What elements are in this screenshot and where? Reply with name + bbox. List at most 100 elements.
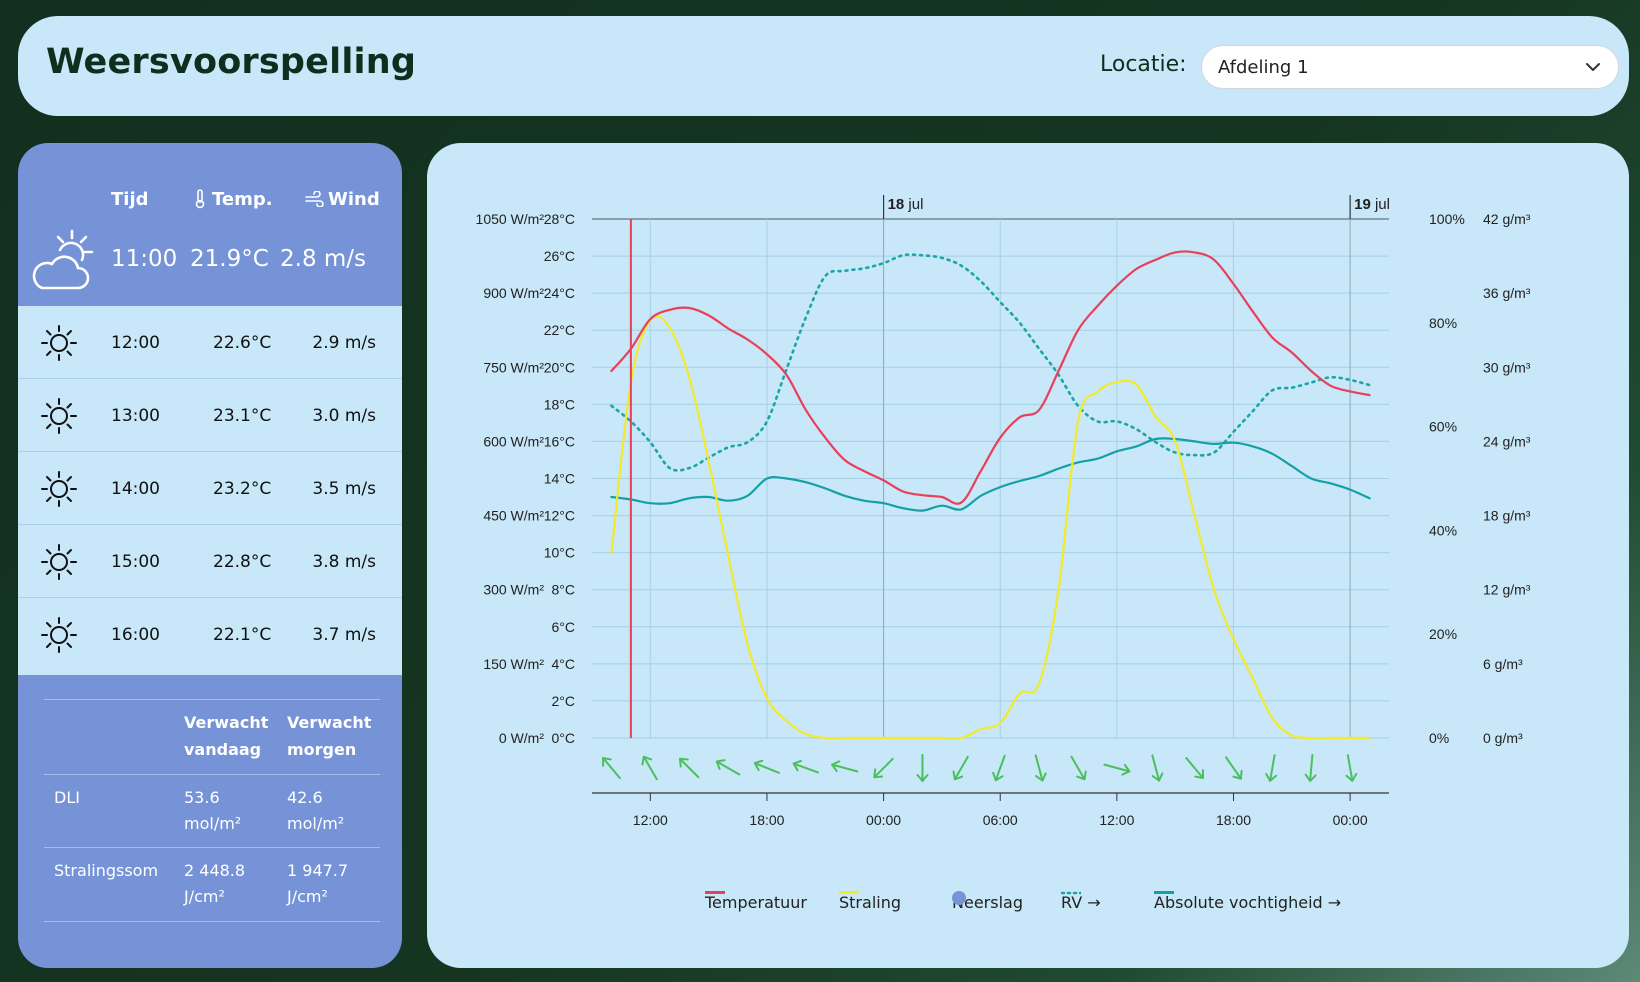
wind-arrow-shaft [953, 755, 969, 781]
weather-chart-card: 18 jul 19 jul 0 W/m² 150 W/m² 300 W/m² 450 W/… [427, 143, 1629, 968]
y-tick-abs-humidity: 12 g/m³ [1483, 582, 1531, 598]
y-tick-radiation: 450 W/m² [483, 508, 544, 524]
wind-arrow-shaft [602, 757, 621, 779]
wind-arrow [952, 755, 969, 781]
current-wind: 2.8 m/s [280, 246, 367, 272]
y-tick-temperature: 20°C [544, 359, 575, 375]
col-header-time: Tijd [111, 189, 149, 210]
legend-item-temperature[interactable]: Temperatuur [705, 891, 807, 915]
forecast-time: 14:00 [111, 479, 160, 499]
sun-icon [41, 544, 77, 580]
legend-item-precipitation[interactable]: Neerslag [952, 891, 1023, 915]
header-bar: Weersvoorspelling Locatie: Afdeling 1 [18, 16, 1629, 116]
y-tick-temperature: 2°C [552, 693, 576, 709]
forecast-time: 13:00 [111, 406, 160, 426]
wind-arrow [1265, 754, 1278, 782]
y-tick-radiation: 600 W/m² [483, 433, 544, 449]
wind-arrow-shaft [715, 760, 741, 776]
y-tick-temperature: 28°C [544, 211, 575, 227]
wind-arrow [715, 759, 741, 776]
wind-arrow-shaft [1346, 754, 1354, 782]
wind-arrow-head [952, 770, 964, 781]
legend-label: Absolute vochtigheid → [1154, 893, 1342, 912]
legend-item-radiation[interactable]: Straling [839, 891, 901, 915]
forecast-list: 12:00 22.6°C 2.9 m/s 13:00 23.1°C 3.0 m/… [18, 306, 402, 675]
legend-label: RV → [1061, 893, 1101, 912]
y-tick-rh: 40% [1429, 522, 1457, 538]
y-tick-temperature: 10°C [544, 545, 575, 561]
y-tick-rh: 20% [1429, 626, 1457, 642]
legend-swatch-dot [952, 891, 966, 905]
wind-arrow [1151, 754, 1164, 782]
series-line-radiation [610, 315, 1371, 740]
sun-icon [41, 398, 77, 434]
col-header-wind: Wind [328, 189, 380, 210]
wind-arrow-shaft [831, 763, 859, 773]
wind-arrow-head [1304, 773, 1317, 782]
divider [44, 921, 380, 922]
location-select[interactable]: Afdeling 1 [1201, 45, 1619, 89]
wind-arrow-shaft [679, 757, 700, 779]
forecast-wind: 3.5 m/s [312, 479, 376, 499]
date-marker-label: 19 jul [1354, 196, 1390, 213]
stats-radsum-tomorrow: 1 947.7 J/cm² [287, 858, 348, 910]
y-tick-temperature: 6°C [552, 619, 576, 635]
partly-cloudy-icon [32, 229, 94, 290]
y-tick-rh: 0% [1429, 730, 1449, 746]
y-tick-abs-humidity: 18 g/m³ [1483, 508, 1531, 524]
legend-item-abs-humidity[interactable]: Absolute vochtigheid → [1154, 891, 1341, 915]
wind-arrow [679, 757, 700, 779]
wind-arrow-shaft [1103, 763, 1131, 773]
stats-header-tomorrow-line2: morgen [287, 740, 357, 759]
stats-label-radiation-sum: Stralingssom [54, 861, 159, 880]
y-tick-temperature: 16°C [544, 433, 575, 449]
legend-label: Straling [839, 893, 901, 912]
wind-arrow-shaft [1185, 757, 1204, 779]
forecast-temp: 22.8°C [213, 552, 272, 572]
y-tick-temperature: 18°C [544, 396, 575, 412]
stats-header-today: Verwacht vandaag [184, 709, 268, 763]
forecast-row: 14:00 23.2°C 3.5 m/s [18, 452, 402, 525]
stats-label-dli: DLI [54, 788, 80, 807]
forecast-row: 13:00 23.1°C 3.0 m/s [18, 379, 402, 452]
wind-arrow [1304, 754, 1317, 782]
weather-chart[interactable]: 18 jul 19 jul 0 W/m² 150 W/m² 300 W/m² 450 W/… [427, 143, 1629, 888]
stats-header-tomorrow: Verwacht morgen [287, 709, 371, 763]
wind-arrow-shaft [753, 762, 781, 774]
x-tick-label: 00:00 [1333, 812, 1368, 828]
wind-arrow-shaft [1269, 754, 1276, 782]
stats-dli-tomorrow-value: 42.6 [287, 788, 323, 807]
y-tick-radiation: 150 W/m² [483, 656, 544, 672]
x-tick-label: 12:00 [1099, 812, 1134, 828]
col-header-temp: Temp. [212, 189, 273, 210]
x-tick-label: 18:00 [749, 812, 784, 828]
wind-arrow [1103, 763, 1131, 776]
forecast-time: 12:00 [111, 333, 160, 353]
stats-dli-today-unit: mol/m² [184, 814, 242, 833]
stats-radsum-today-value: 2 448.8 [184, 861, 246, 880]
wind-arrow [753, 759, 781, 774]
forecast-row: 15:00 22.8°C 3.8 m/s [18, 525, 402, 598]
y-tick-temperature: 14°C [544, 471, 575, 487]
sun-icon [41, 325, 77, 361]
location-select-value: Afdeling 1 [1218, 57, 1309, 78]
stats-dli-today-value: 53.6 [184, 788, 220, 807]
legend-swatch-line [839, 891, 859, 894]
stats-radsum-tomorrow-unit: J/cm² [287, 887, 328, 906]
forecast-wind: 2.9 m/s [312, 333, 376, 353]
x-tick-label: 18:00 [1216, 812, 1251, 828]
series-line-abs [610, 437, 1371, 512]
wind-icon [305, 191, 324, 207]
forecast-row: 16:00 22.1°C 3.7 m/s [18, 598, 402, 671]
stats-radsum-tomorrow-value: 1 947.7 [287, 861, 349, 880]
wind-arrow [1070, 755, 1087, 781]
x-tick-label: 12:00 [633, 812, 668, 828]
wind-arrow-head [1035, 772, 1047, 782]
wind-arrow-shaft [873, 757, 894, 779]
wind-arrow-head [1151, 772, 1164, 782]
wind-arrow-head [1194, 769, 1204, 779]
wind-arrow-head [753, 759, 764, 772]
legend-item-rh[interactable]: RV → [1061, 891, 1101, 915]
y-tick-abs-humidity: 24 g/m³ [1483, 433, 1531, 449]
x-tick-label: 00:00 [866, 812, 901, 828]
